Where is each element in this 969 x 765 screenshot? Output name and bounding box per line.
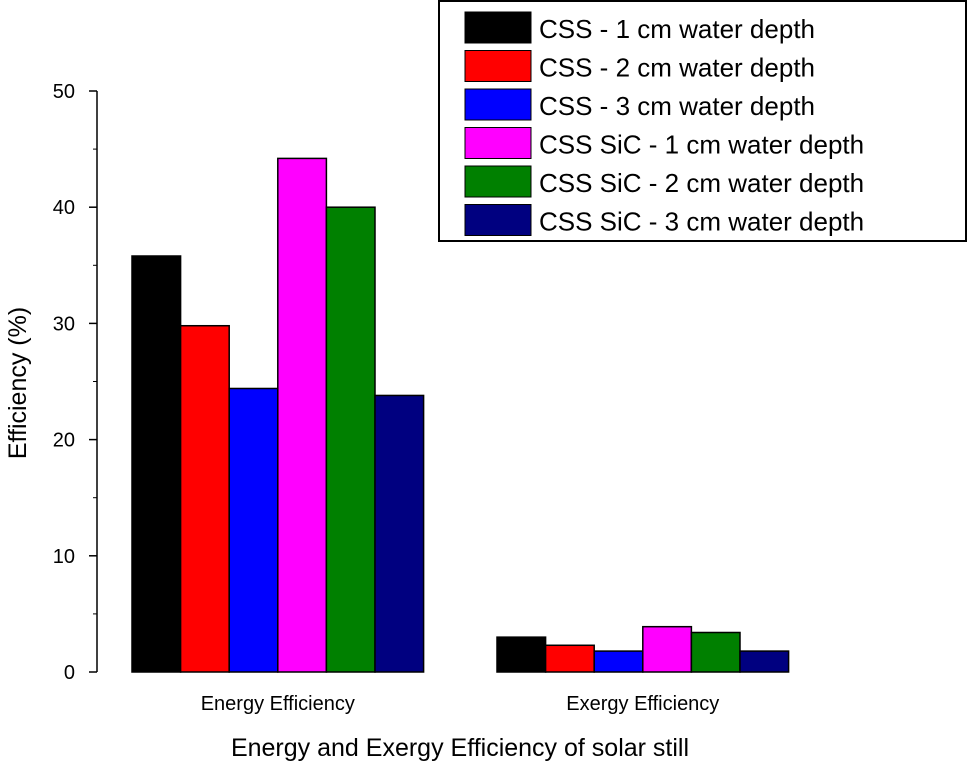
legend-swatch xyxy=(464,11,532,44)
bar xyxy=(593,650,644,673)
legend-swatch xyxy=(464,50,532,82)
x-axis-categories: Energy Efficiency Exergy Efficiency xyxy=(201,693,720,715)
bar xyxy=(179,324,230,673)
legend-swatch xyxy=(464,88,532,121)
y-tick-label: 40 xyxy=(53,197,75,219)
bar xyxy=(374,394,425,673)
bar xyxy=(642,625,693,673)
bar xyxy=(739,650,790,673)
legend-swatch xyxy=(464,204,532,236)
y-tick-label: 20 xyxy=(53,430,75,452)
legend-label: CSS SiC - 2 cm water depth xyxy=(539,168,864,198)
y-axis: 0 10 20 30 40 50 xyxy=(53,81,98,684)
bar xyxy=(277,157,328,673)
legend-label: CSS SiC - 1 cm water depth xyxy=(539,130,864,160)
legend-label: CSS SiC - 3 cm water depth xyxy=(539,207,864,237)
y-tick-label: 30 xyxy=(53,313,75,335)
bar xyxy=(325,206,376,673)
bar xyxy=(496,636,547,673)
x-axis-title: Energy and Exergy Efficiency of solar st… xyxy=(231,734,689,762)
bar xyxy=(131,255,182,673)
bar xyxy=(544,644,595,673)
bar xyxy=(228,387,279,673)
x-category-label: Energy Efficiency xyxy=(201,693,355,715)
legend-swatch xyxy=(464,127,532,159)
y-tick-label: 10 xyxy=(53,546,75,568)
bars-layer xyxy=(131,157,790,673)
legend-label: CSS - 3 cm water depth xyxy=(539,91,815,121)
legend-swatch xyxy=(464,165,532,198)
y-tick-label: 0 xyxy=(64,662,75,684)
legend-label: CSS - 1 cm water depth xyxy=(539,14,815,44)
y-axis-title: Efficiency (%) xyxy=(4,307,32,459)
x-category-label: Exergy Efficiency xyxy=(566,693,719,715)
bar xyxy=(690,631,741,673)
y-tick-label: 50 xyxy=(53,81,75,103)
legend-label: CSS - 2 cm water depth xyxy=(539,53,815,83)
legend: CSS - 1 cm water depth CSS - 2 cm water d… xyxy=(438,0,967,242)
